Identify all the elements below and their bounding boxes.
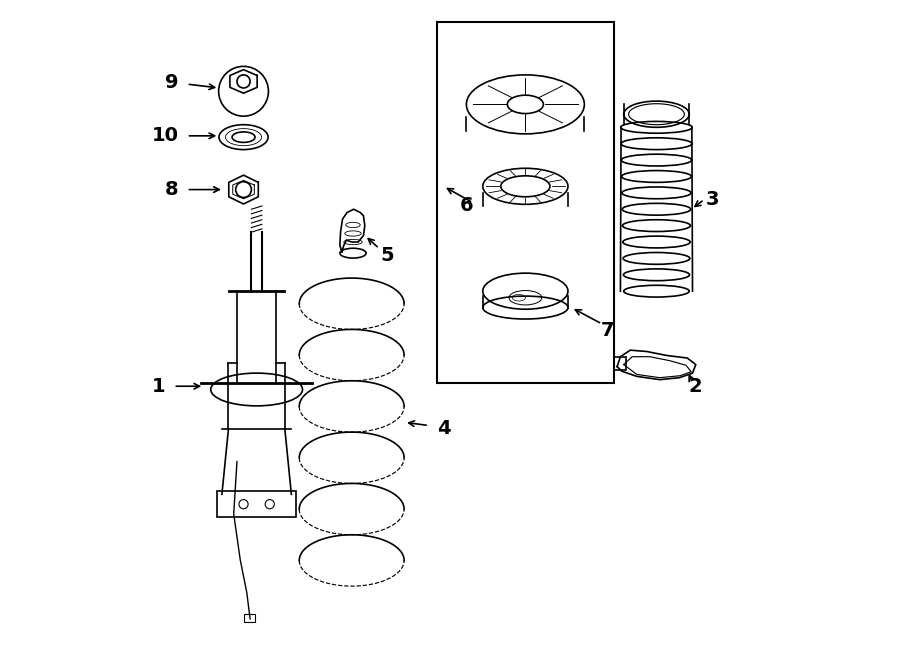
Text: 9: 9: [165, 73, 178, 93]
Text: 6: 6: [460, 196, 473, 215]
Bar: [217, 491, 296, 518]
Bar: [614, 357, 626, 369]
Text: 10: 10: [151, 126, 178, 145]
Text: 1: 1: [151, 377, 165, 396]
Text: 5: 5: [381, 246, 394, 264]
Text: 4: 4: [436, 419, 450, 438]
Text: 3: 3: [706, 190, 719, 209]
Text: 2: 2: [689, 377, 703, 396]
Bar: [244, 614, 256, 622]
Text: 7: 7: [600, 321, 614, 340]
Text: 8: 8: [165, 180, 178, 199]
Bar: [436, 22, 614, 383]
